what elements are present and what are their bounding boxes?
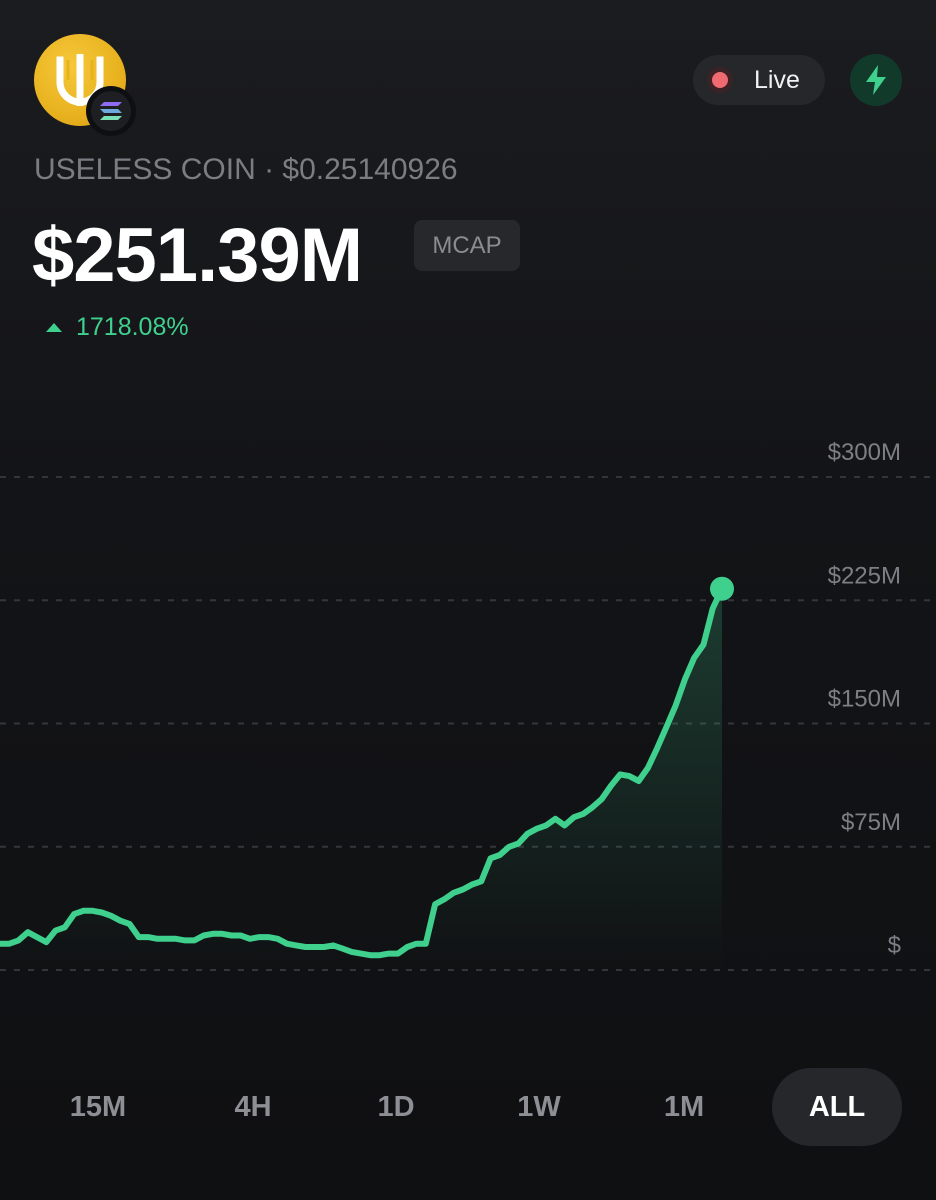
token-info-line: USELESS COIN · $0.25140926 (34, 153, 458, 187)
change-percent: 1718.08% (76, 313, 189, 341)
market-cap-chart[interactable]: $300M $225M $150M $75M $ (0, 0, 936, 1060)
timeframe-1m-button[interactable]: 1M (663, 1090, 705, 1123)
lightning-icon[interactable] (850, 54, 902, 106)
timeframe-1w-button[interactable]: 1W (517, 1090, 561, 1123)
solana-icon (86, 86, 136, 136)
token-name: USELESS COIN (34, 153, 256, 186)
chart-area-fill (0, 588, 722, 970)
chart-series-line (0, 585, 725, 959)
y-axis-tick-label: $150M (828, 686, 901, 713)
token-logo (34, 34, 136, 136)
market-cap-value: $251.39M (32, 213, 363, 298)
y-axis-tick-label: $ (888, 932, 901, 959)
timeframe-4h-button[interactable]: 4H (234, 1090, 272, 1123)
price-change: 1718.08% (46, 313, 189, 342)
timeframe-selector: 15M 4H 1D 1W 1M ALL (0, 1068, 936, 1146)
y-axis-tick-label: $300M (828, 439, 901, 466)
y-axis-tick-label: $75M (841, 809, 901, 836)
timeframe-1d-button[interactable]: 1D (377, 1090, 415, 1123)
y-axis-tick-label: $225M (828, 562, 901, 589)
separator: · (264, 153, 275, 186)
up-arrow-icon (46, 323, 62, 332)
chart-current-point (710, 576, 734, 601)
live-indicator-icon (707, 67, 733, 93)
token-price: $0.25140926 (282, 153, 458, 186)
useless-coin-logo (34, 34, 126, 126)
live-toggle-button[interactable]: Live (693, 55, 825, 105)
timeframe-15m-button[interactable]: 15M (69, 1090, 127, 1123)
live-label: Live (754, 65, 800, 94)
timeframe-all-button[interactable]: ALL (772, 1068, 902, 1146)
metric-toggle-button[interactable]: MCAP (414, 220, 520, 271)
